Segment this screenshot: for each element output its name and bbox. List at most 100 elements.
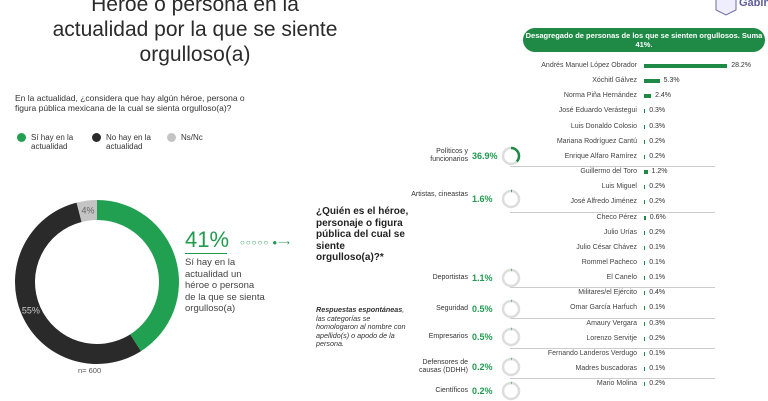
bar-label: Norma Piña Hernández [563, 92, 637, 100]
bar-value: 0.2% [649, 152, 666, 160]
legend-item: No hay en la actualidad [92, 133, 162, 151]
bar-value: 0.3% [649, 319, 666, 327]
category-ring [501, 146, 521, 166]
category-value: 0.2% [472, 362, 493, 372]
bar-value: 0.1% [649, 349, 666, 357]
bar-value: 0.1% [649, 365, 666, 372]
bar-label: Madres buscadoras [575, 365, 637, 372]
bar-value: 0.2% [649, 228, 666, 236]
bar [644, 109, 646, 114]
bar-label: Luis Miguel [601, 183, 637, 191]
category-ring [501, 299, 521, 319]
followup-question: ¿Quién es el héroe, personaje o figura p… [316, 206, 409, 263]
bar-value: 2.4% [655, 92, 672, 100]
highlight-description: Sí hay en la actualidad un héroe o perso… [185, 257, 265, 314]
slice-label: 4% [81, 206, 94, 216]
bar-value: 1.2% [651, 168, 668, 176]
category-label: Deportistas [432, 274, 468, 281]
category-value: 1.6% [472, 194, 493, 204]
legend-swatch [17, 133, 26, 142]
legend-swatch [92, 133, 101, 142]
donut-slice [14, 202, 141, 365]
bar-value: 0.3% [649, 107, 666, 115]
group-separator [510, 211, 715, 213]
ring-fill [501, 299, 521, 319]
bar-label: José Eduardo Verástegui [558, 107, 637, 115]
ring-track [501, 381, 521, 401]
bar-label: Xóchitl Gálvez [592, 77, 637, 85]
bar [644, 94, 652, 99]
bar-label: Mario Molina [596, 380, 637, 388]
bar-label: Rommel Pacheco [581, 258, 637, 266]
bar-label: Fernando Landeros Verdugo [547, 349, 637, 357]
bar-value: 0.2% [649, 137, 666, 145]
donut-slice [76, 200, 97, 222]
ring-fill [501, 268, 521, 288]
bar [644, 185, 646, 190]
ring-fill [501, 146, 521, 166]
category-ring [501, 189, 521, 209]
bar-label: Checo Pérez [596, 213, 637, 221]
bar-label: El Canelo [606, 274, 637, 282]
page-title: Héroe o persona en la actualidad por la … [52, 0, 338, 66]
donut-slice [97, 200, 179, 352]
bar-value: 5.3% [663, 77, 680, 85]
bar-label: Guillermo del Toro [580, 168, 637, 176]
bar [644, 200, 646, 205]
bar-label: José Alfredo Jiménez [570, 198, 637, 206]
group-separator [510, 378, 715, 380]
ring-fill [501, 327, 521, 347]
donut-chart: 55% 4% [14, 200, 179, 365]
bar [644, 64, 728, 68]
ring-fill [501, 189, 521, 209]
category-label: Artistas, cineastas [411, 191, 468, 198]
ring-track [501, 189, 521, 209]
category-label: Seguridad [436, 305, 468, 312]
bar [644, 260, 646, 265]
bar [644, 306, 646, 311]
bar-value: 0.1% [649, 304, 666, 312]
bar-value: 0.3% [649, 122, 666, 130]
bar [644, 139, 646, 144]
bar-value: 0.1% [649, 243, 666, 251]
group-separator [510, 166, 715, 168]
category-label: Defensores de causas (DDHH) [418, 359, 468, 374]
category-value: 36.9% [472, 151, 498, 161]
legend-swatch [167, 133, 176, 142]
category-label: Políticos y funcionarios [430, 148, 468, 163]
bar [644, 291, 646, 296]
ring-track [501, 268, 521, 288]
category-label: Empresarios [428, 333, 468, 340]
ring-fill [501, 357, 521, 377]
ring-track [501, 327, 521, 347]
bar [644, 79, 660, 84]
legend-item: Ns/Nc [167, 133, 203, 142]
bar-label: Andrés Manuel López Obrador [541, 62, 637, 69]
bar-value: 28.2% [731, 62, 752, 69]
category-label: Científicos [435, 387, 468, 394]
bar [644, 230, 646, 235]
bar [644, 276, 646, 281]
category-value: 0.5% [472, 304, 493, 314]
category-ring [501, 327, 521, 347]
legend-label: Sí hay en la actualidad [31, 133, 74, 151]
bar [644, 351, 646, 356]
bar [644, 215, 646, 220]
gabinete-logo: Gabinete [715, 0, 768, 16]
bar-value: 0.2% [649, 183, 666, 191]
followup-note: Respuestas espontáneas, las categorías s… [316, 305, 406, 349]
note-emphasis: Respuestas espontáneas [316, 305, 403, 314]
ring-track [501, 357, 521, 377]
bar-value: 0.1% [649, 274, 666, 282]
slice-label: 55% [22, 306, 40, 316]
group-separator [510, 287, 715, 289]
bar [644, 321, 646, 326]
legend-item: Sí hay en la actualidad [17, 133, 87, 151]
bar-label: Lorenzo Servitje [586, 334, 637, 342]
bar-label: Militares/el Ejército [578, 289, 637, 297]
category-value: 1.1% [472, 273, 493, 283]
bar-label: Amaury Vergara [586, 319, 637, 327]
bar [644, 170, 648, 175]
bar-value: 0.2% [649, 198, 666, 206]
bar-value: 0.6% [649, 213, 666, 221]
